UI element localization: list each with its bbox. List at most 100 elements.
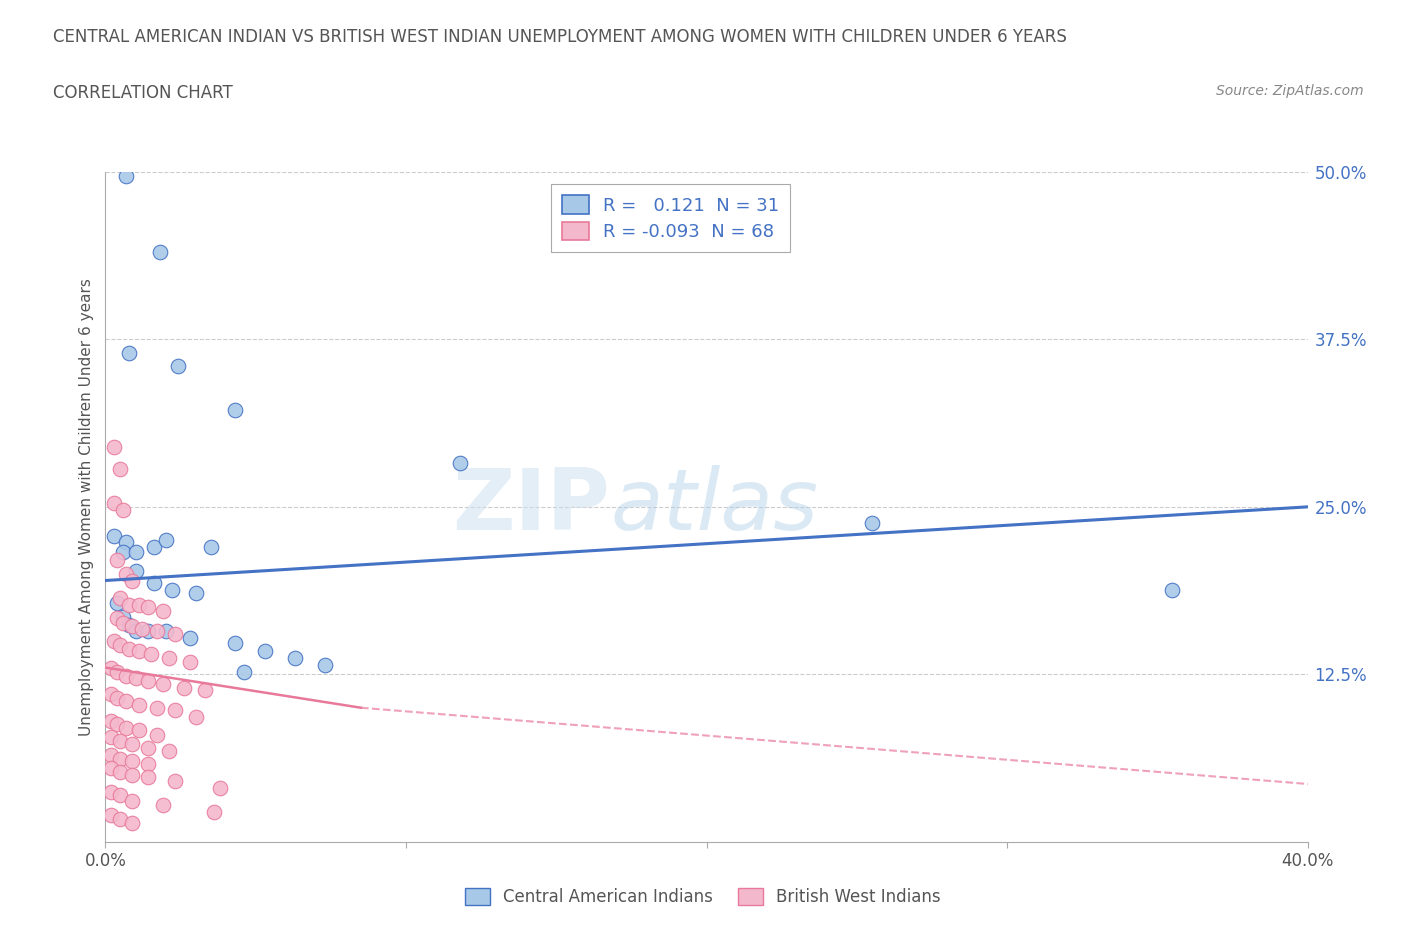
Point xyxy=(121,816,143,830)
Point xyxy=(110,764,132,779)
Point xyxy=(115,168,138,183)
Point xyxy=(142,576,165,591)
Point xyxy=(121,618,143,633)
Point xyxy=(148,245,170,259)
Point xyxy=(124,545,146,560)
Text: atlas: atlas xyxy=(610,465,818,549)
Point xyxy=(152,798,174,813)
Point xyxy=(121,737,143,751)
Point xyxy=(136,624,159,639)
Text: CORRELATION CHART: CORRELATION CHART xyxy=(53,84,233,101)
Point xyxy=(202,804,225,819)
Point xyxy=(136,756,159,771)
Point xyxy=(118,345,141,360)
Point xyxy=(128,698,150,712)
Point xyxy=(112,545,135,560)
Point xyxy=(110,788,132,803)
Point xyxy=(200,539,222,554)
Point xyxy=(115,721,138,736)
Point xyxy=(184,710,207,724)
Point xyxy=(107,596,129,611)
Point xyxy=(157,743,180,758)
Point xyxy=(166,359,188,374)
Point xyxy=(284,651,307,666)
Y-axis label: Unemployment Among Women with Children Under 6 years: Unemployment Among Women with Children U… xyxy=(79,278,94,736)
Point xyxy=(224,403,246,418)
Point xyxy=(232,664,254,679)
Point xyxy=(145,700,167,715)
Point xyxy=(110,591,132,605)
Legend: R =   0.121  N = 31, R = -0.093  N = 68: R = 0.121 N = 31, R = -0.093 N = 68 xyxy=(551,184,790,252)
Point xyxy=(112,502,135,517)
Point xyxy=(107,691,129,706)
Point xyxy=(157,651,180,666)
Point xyxy=(103,633,125,648)
Point xyxy=(118,642,141,657)
Point xyxy=(107,553,129,568)
Point xyxy=(173,680,195,695)
Point xyxy=(107,716,129,731)
Point xyxy=(128,644,150,659)
Point xyxy=(107,664,129,679)
Point xyxy=(155,624,177,639)
Point xyxy=(110,462,132,477)
Point xyxy=(103,496,125,511)
Point xyxy=(110,812,132,827)
Point xyxy=(118,618,141,632)
Point xyxy=(208,780,231,795)
Point xyxy=(128,597,150,612)
Point xyxy=(160,582,183,597)
Point xyxy=(121,573,143,588)
Point xyxy=(110,751,132,766)
Point xyxy=(112,616,135,631)
Point xyxy=(163,703,186,718)
Point xyxy=(110,637,132,652)
Point xyxy=(314,658,336,672)
Point xyxy=(152,676,174,691)
Point xyxy=(163,774,186,789)
Point xyxy=(115,566,138,581)
Point xyxy=(152,604,174,618)
Point xyxy=(142,539,165,554)
Point xyxy=(100,761,122,776)
Point xyxy=(449,455,471,470)
Point xyxy=(145,727,167,742)
Point xyxy=(860,515,883,530)
Point xyxy=(163,627,186,642)
Point xyxy=(124,671,146,685)
Point xyxy=(121,754,143,769)
Point xyxy=(118,597,141,612)
Point xyxy=(121,794,143,809)
Point xyxy=(155,533,177,548)
Text: ZIP: ZIP xyxy=(453,465,610,549)
Point xyxy=(128,723,150,737)
Point xyxy=(253,644,276,659)
Point xyxy=(115,534,138,549)
Point xyxy=(103,439,125,454)
Point xyxy=(103,529,125,544)
Point xyxy=(136,770,159,785)
Point xyxy=(121,767,143,782)
Point xyxy=(107,611,129,626)
Point xyxy=(100,713,122,728)
Point xyxy=(184,585,207,600)
Point xyxy=(139,646,162,661)
Legend: Central American Indians, British West Indians: Central American Indians, British West I… xyxy=(458,881,948,912)
Point xyxy=(100,807,122,822)
Point xyxy=(124,564,146,578)
Point xyxy=(179,631,201,645)
Point xyxy=(110,734,132,749)
Point xyxy=(224,636,246,651)
Point xyxy=(136,740,159,755)
Point xyxy=(100,687,122,702)
Point xyxy=(100,785,122,800)
Point xyxy=(115,668,138,683)
Point xyxy=(124,624,146,639)
Point xyxy=(1161,582,1184,597)
Point xyxy=(112,609,135,624)
Text: Source: ZipAtlas.com: Source: ZipAtlas.com xyxy=(1216,84,1364,98)
Point xyxy=(115,694,138,709)
Point xyxy=(100,747,122,762)
Point xyxy=(136,673,159,688)
Point xyxy=(179,655,201,670)
